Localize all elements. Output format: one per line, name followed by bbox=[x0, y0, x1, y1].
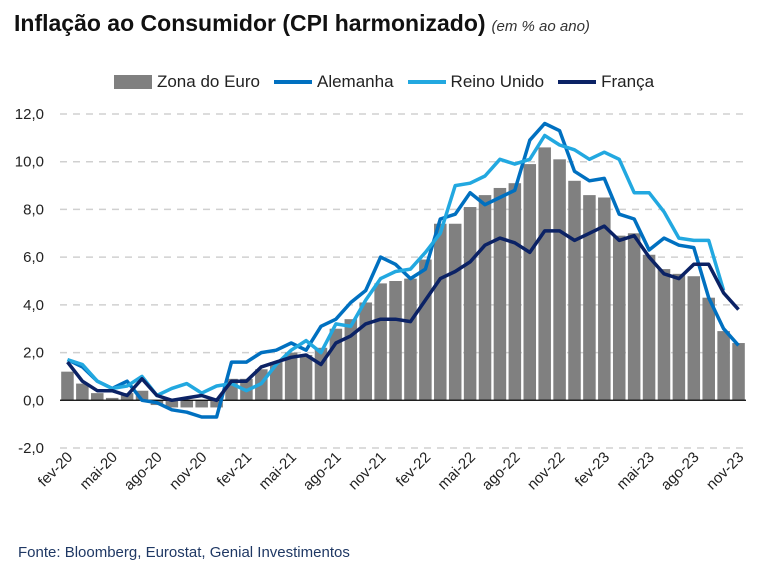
x-tick-label: ago-20 bbox=[121, 449, 166, 494]
x-tick-label: ago-21 bbox=[300, 449, 345, 494]
bar-zona-do-euro bbox=[732, 343, 745, 401]
x-tick-label: fev-22 bbox=[393, 449, 435, 491]
bar-zona-do-euro bbox=[91, 393, 104, 401]
line-reino-unido bbox=[66, 133, 726, 398]
bar-zona-do-euro bbox=[657, 269, 671, 401]
legend-label: França bbox=[601, 72, 655, 91]
line-franca bbox=[66, 224, 740, 403]
bar-zona-do-euro bbox=[463, 207, 477, 401]
legend-swatch bbox=[558, 80, 597, 84]
bar-zona-do-euro bbox=[568, 180, 581, 401]
bar-zona-do-euro bbox=[389, 281, 402, 401]
legend-item-alemanha: Alemanha bbox=[273, 72, 394, 92]
bar-zona-do-euro bbox=[687, 276, 701, 401]
bar-zona-do-euro bbox=[76, 383, 89, 401]
legend-label: Alemanha bbox=[316, 72, 394, 91]
bar-zona-do-euro bbox=[642, 254, 656, 401]
bar-zona-do-euro bbox=[269, 362, 283, 401]
bar-zona-do-euro bbox=[359, 302, 372, 401]
x-tick-label: nov-20 bbox=[166, 449, 210, 493]
chart-title: Inflação ao Consumidor (CPI harmonizado)… bbox=[14, 10, 590, 37]
y-tick-label: 4,0 bbox=[23, 297, 44, 314]
bar-zona-do-euro bbox=[538, 147, 551, 401]
bar-zona-do-euro bbox=[553, 159, 566, 401]
legend-swatch bbox=[407, 80, 446, 84]
bar-zona-do-euro bbox=[672, 273, 686, 401]
y-tick-label: 12,0 bbox=[15, 106, 44, 123]
x-tick-label: mai-23 bbox=[613, 449, 657, 493]
legend-label: Reino Unido bbox=[450, 72, 545, 91]
bar-zona-do-euro bbox=[419, 259, 432, 401]
bar-zona-do-euro bbox=[434, 223, 447, 401]
legend-item-zona-do-euro: Zona do Euro bbox=[113, 72, 260, 92]
bar-zona-do-euro bbox=[374, 283, 387, 401]
x-tick-label: mai-20 bbox=[77, 449, 121, 493]
title-main: Inflação ao Consumidor (CPI harmonizado) bbox=[14, 10, 486, 36]
bar-zona-do-euro bbox=[299, 354, 313, 401]
x-tick-label: ago-23 bbox=[658, 449, 703, 494]
y-tick-label: 8,0 bbox=[23, 201, 44, 218]
bar-zona-do-euro bbox=[717, 331, 730, 401]
bar-zona-do-euro bbox=[598, 197, 611, 401]
bar-zona-do-euro bbox=[105, 397, 119, 401]
bar-zona-do-euro bbox=[404, 278, 417, 401]
bar-zona-do-euro bbox=[284, 352, 298, 401]
y-tick-label: 2,0 bbox=[23, 345, 44, 362]
y-tick-label: -2,0 bbox=[18, 440, 44, 457]
y-tick-label: 0,0 bbox=[23, 392, 44, 409]
source-note: Fonte: Bloomberg, Eurostat, Genial Inves… bbox=[18, 544, 350, 561]
title-subtitle: (em % ao ano) bbox=[491, 18, 590, 35]
bar-zona-do-euro bbox=[448, 223, 462, 401]
bar-zona-do-euro bbox=[627, 233, 641, 401]
bar-zona-do-euro bbox=[210, 400, 223, 408]
bar-zona-do-euro bbox=[165, 400, 179, 408]
x-tick-label: mai-21 bbox=[256, 449, 300, 493]
legend-item-franca: França bbox=[558, 72, 654, 92]
legend: Zona do Euro Alemanha Reino Unido França bbox=[0, 72, 768, 92]
legend-label: Zona do Euro bbox=[156, 72, 260, 91]
bar-zona-do-euro bbox=[583, 195, 596, 401]
x-tick-label: fev-21 bbox=[214, 449, 256, 491]
bar-zona-do-euro bbox=[493, 187, 507, 401]
bar-zona-do-euro bbox=[702, 297, 715, 401]
bar-zona-do-euro bbox=[195, 400, 208, 408]
bar-zona-do-euro bbox=[180, 400, 194, 408]
bar-zona-do-euro bbox=[508, 183, 522, 401]
y-tick-label: 6,0 bbox=[23, 249, 44, 266]
x-tick-label: nov-23 bbox=[703, 449, 747, 493]
legend-swatch bbox=[113, 75, 152, 89]
bar-zona-do-euro bbox=[61, 371, 74, 401]
legend-swatch bbox=[273, 80, 312, 84]
x-tick-label: fev-23 bbox=[572, 449, 614, 491]
x-tick-label: mai-22 bbox=[434, 449, 478, 493]
bar-zona-do-euro bbox=[344, 319, 358, 401]
x-tick-label: nov-21 bbox=[345, 449, 389, 493]
bar-zona-do-euro bbox=[523, 164, 537, 401]
bar-zona-do-euro bbox=[135, 390, 149, 401]
x-tick-label: nov-22 bbox=[524, 449, 568, 493]
y-tick-label: 10,0 bbox=[15, 154, 44, 171]
legend-item-reino-unido: Reino Unido bbox=[407, 72, 545, 92]
bar-zona-do-euro bbox=[478, 195, 492, 401]
bar-zona-do-euro bbox=[612, 235, 626, 401]
x-tick-label: ago-22 bbox=[479, 449, 524, 494]
